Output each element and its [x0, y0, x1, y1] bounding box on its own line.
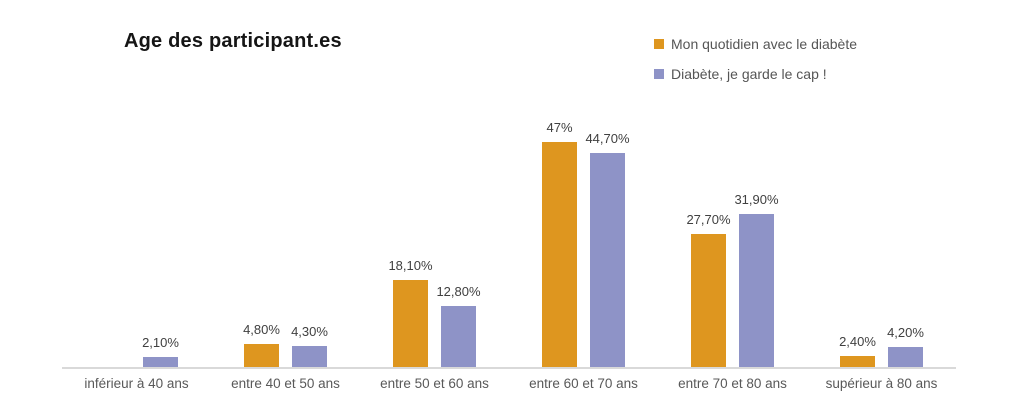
- x-axis-line: [62, 367, 956, 369]
- bar-group-3: 47% 44,70%: [509, 0, 658, 367]
- x-axis-labels: inférieur à 40 ans entre 40 et 50 ans entr…: [62, 376, 956, 391]
- bar-value-label: 18,10%: [388, 258, 433, 274]
- bar-series2-cat4: [739, 214, 774, 367]
- bar-series2-cat1: [292, 346, 327, 367]
- category-label-0: inférieur à 40 ans: [84, 376, 189, 391]
- bar-series1-cat2: [393, 280, 428, 367]
- plot-area: 2,10% 4,80% 4,30% 18,10% 12,80% 47% 44,70% 27,7…: [62, 0, 956, 367]
- bar-slot-s1-c4: 27,70%: [686, 0, 731, 367]
- bar-value-label: 12,80%: [436, 283, 481, 299]
- bar-value-label: 2,10%: [142, 334, 179, 350]
- category-label-4: entre 70 et 80 ans: [678, 376, 787, 391]
- legend-label-series-2: Diabète, je garde le cap !: [671, 66, 827, 82]
- legend-item-series-2: Diabète, je garde le cap !: [654, 66, 857, 82]
- category-label-3: entre 60 et 70 ans: [529, 376, 638, 391]
- bar-slot-s2-c3: 44,70%: [585, 0, 630, 367]
- bar-value-label: 44,70%: [585, 131, 630, 146]
- legend-label-series-1: Mon quotidien avec le diabète: [671, 36, 858, 52]
- bar-slot-s1-c0: [95, 0, 130, 367]
- legend-swatch-orange: [654, 39, 664, 49]
- bar-series1-cat4: [691, 234, 726, 367]
- bar-slot-s2-c2: 12,80%: [436, 0, 481, 367]
- chart-title: Age des participant.es: [124, 30, 342, 52]
- bar-group-5: 2,40% 4,20%: [807, 0, 956, 367]
- bar-series2-cat2: [441, 305, 476, 367]
- bar-series1-cat3: [542, 142, 577, 367]
- bar-value-label: 31,90%: [734, 192, 779, 208]
- bar-slot-s2-c0: 2,10%: [142, 0, 179, 367]
- category-label-5: supérieur à 80 ans: [825, 376, 938, 391]
- category-label-2: entre 50 et 60 ans: [380, 376, 489, 391]
- bar-value-label: 27,70%: [686, 212, 731, 228]
- bar-group-0: 2,10%: [62, 0, 211, 367]
- bar-slot-s1-c1: 4,80%: [243, 0, 280, 367]
- bar-slot-s2-c1: 4,30%: [291, 0, 328, 367]
- bar-series2-cat5: [888, 346, 923, 367]
- bar-value-label: 2,40%: [839, 333, 876, 349]
- bar-value-label: 47%: [546, 120, 573, 135]
- bar-value-label: 4,20%: [887, 324, 924, 340]
- bar-series2-cat3: [590, 153, 625, 367]
- bar-series1-cat1: [244, 344, 279, 367]
- legend-swatch-purple: [654, 69, 664, 79]
- bar-slot-s1-c5: 2,40%: [839, 0, 876, 367]
- bar-slot-s1-c2: 18,10%: [388, 0, 433, 367]
- bar-group-1: 4,80% 4,30%: [211, 0, 360, 367]
- bar-value-label: 4,30%: [291, 324, 328, 340]
- bar-series2-cat0: [143, 356, 178, 367]
- category-label-1: entre 40 et 50 ans: [231, 376, 340, 391]
- bar-value-label: 4,80%: [243, 322, 280, 337]
- bar-series1-cat5: [840, 355, 875, 367]
- bar-group-2: 18,10% 12,80%: [360, 0, 509, 367]
- legend: Mon quotidien avec le diabète Diabète, j…: [654, 36, 857, 96]
- bar-slot-s2-c4: 31,90%: [734, 0, 779, 367]
- legend-item-series-1: Mon quotidien avec le diabète: [654, 36, 857, 52]
- bar-group-4: 27,70% 31,90%: [658, 0, 807, 367]
- bar-slot-s2-c5: 4,20%: [887, 0, 924, 367]
- bar-slot-s1-c3: 47%: [542, 0, 577, 367]
